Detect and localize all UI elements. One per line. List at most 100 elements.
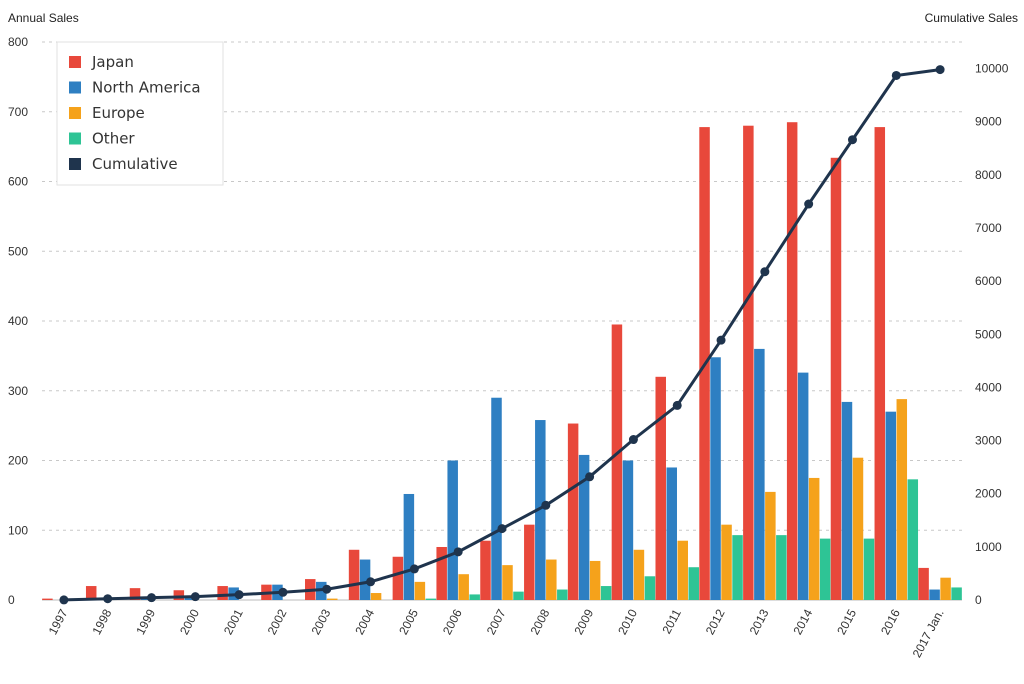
bar-japan-2008 xyxy=(524,524,535,600)
bar-other-2008 xyxy=(557,589,568,600)
point-cumulative-1998 xyxy=(103,594,113,604)
point-cumulative-2001 xyxy=(234,590,244,600)
bar-japan-2005 xyxy=(392,556,404,600)
cumulative-line-series xyxy=(59,65,945,605)
y-right-tick-label: 5000 xyxy=(975,327,1002,341)
point-cumulative-2003 xyxy=(322,584,332,594)
legend-label-cumulative: Cumulative xyxy=(92,155,178,173)
bar-europe-2004 xyxy=(370,593,382,600)
y-left-tick-label: 100 xyxy=(8,523,28,537)
bar-japan-1997 xyxy=(42,598,53,600)
bar-other-2016 xyxy=(907,479,919,600)
y-left-tick-label: 300 xyxy=(8,384,28,398)
y-right-tick-labels: 0 1000 2000 3000 4000 5000 6000 7000 8000 9000 100… xyxy=(975,62,1009,607)
bar-other-2009 xyxy=(600,586,612,600)
point-cumulative-2016 xyxy=(891,70,901,80)
bar-japan-2017-jan xyxy=(918,567,929,600)
x-tick-label: 2003 xyxy=(309,607,334,637)
point-cumulative-2010 xyxy=(628,435,638,445)
point-cumulative-1999 xyxy=(147,593,157,603)
x-tick-label: 2014 xyxy=(790,607,815,637)
bar-other-2017-jan xyxy=(951,587,962,600)
point-cumulative-2015 xyxy=(847,135,857,145)
bar-japan-2006 xyxy=(436,546,447,600)
legend-swatch-japan xyxy=(69,56,81,68)
x-tick-label: 2012 xyxy=(703,607,728,637)
y-right-tick-label: 0 xyxy=(975,593,982,607)
bar-japan-2015 xyxy=(830,157,842,600)
y-right-tick-label: 7000 xyxy=(975,221,1002,235)
bar-other-2013 xyxy=(776,535,787,600)
bar-europe-2011 xyxy=(677,540,688,600)
bar-japan-2001 xyxy=(217,586,228,600)
point-cumulative-1997 xyxy=(59,595,69,605)
x-tick-label: 2015 xyxy=(834,607,859,637)
bar-north-america-2009 xyxy=(578,454,590,600)
bar-europe-2015 xyxy=(852,457,864,600)
point-cumulative-2009 xyxy=(585,472,595,482)
y-left-tick-label: 600 xyxy=(8,175,28,189)
y-right-tick-label: 10000 xyxy=(975,62,1009,76)
bar-europe-2013 xyxy=(765,491,776,600)
bar-other-2014 xyxy=(819,538,831,600)
legend-swatch-north-america xyxy=(69,81,81,94)
x-tick-label: 2010 xyxy=(615,607,640,637)
legend-swatch-europe xyxy=(69,107,81,119)
x-tick-label: 2008 xyxy=(528,607,553,637)
y-right-tick-label: 3000 xyxy=(975,434,1002,448)
bar-europe-2007 xyxy=(502,565,513,600)
point-cumulative-2004 xyxy=(366,577,376,587)
bar-europe-2012 xyxy=(721,524,732,600)
bar-europe-2014 xyxy=(808,477,820,600)
bar-north-america-2016 xyxy=(885,411,897,600)
bar-north-america-2008 xyxy=(535,420,546,600)
bar-other-2015 xyxy=(863,538,875,600)
y-right-tick-label: 1000 xyxy=(975,540,1002,554)
bar-japan-2014 xyxy=(786,122,798,601)
bar-japan-2010 xyxy=(611,324,623,600)
bar-japan-2007 xyxy=(480,540,491,600)
x-tick-label: 2001 xyxy=(221,607,246,637)
bar-europe-2017-jan xyxy=(940,577,951,600)
legend-label-north-america: North America xyxy=(92,79,201,97)
bar-europe-2005 xyxy=(414,581,426,600)
y-left-tick-label: 0 xyxy=(8,593,15,607)
x-tick-label: 2002 xyxy=(265,607,290,637)
bar-other-2012 xyxy=(732,535,743,600)
x-tick-label: 2017 Jan. xyxy=(910,607,947,660)
bar-europe-2006 xyxy=(458,574,469,600)
bar-north-america-2010 xyxy=(622,460,634,600)
x-tick-label: 2013 xyxy=(747,607,772,637)
point-cumulative-2008 xyxy=(541,500,551,510)
bar-other-2011 xyxy=(688,567,699,600)
bar-europe-2003 xyxy=(327,598,338,600)
bar-north-america-2014 xyxy=(797,372,809,600)
y-right-tick-label: 9000 xyxy=(975,115,1002,129)
bar-japan-1999 xyxy=(129,588,141,600)
bar-north-america-2011 xyxy=(666,467,677,600)
point-cumulative-2005 xyxy=(409,564,419,574)
x-tick-label: 2009 xyxy=(571,607,596,637)
y-right-tick-label: 2000 xyxy=(975,487,1002,501)
bar-north-america-2013 xyxy=(754,348,765,600)
y-left-tick-label: 500 xyxy=(8,244,28,258)
legend-label-europe: Europe xyxy=(92,104,145,122)
bar-north-america-2012 xyxy=(710,357,721,600)
bar-other-2010 xyxy=(644,576,656,600)
bar-japan-2016 xyxy=(874,127,886,600)
legend: Japan North America Europe Other Cumulative xyxy=(56,41,224,186)
legend-swatch-other xyxy=(69,132,81,145)
point-cumulative-2002 xyxy=(278,587,288,597)
y-left-tick-labels: 0 100 200 300 400 500 600 700 800 xyxy=(8,35,28,607)
y-left-tick-label: 800 xyxy=(8,35,28,49)
legend-swatch-cumulative xyxy=(69,158,81,170)
x-tick-label: 2016 xyxy=(878,607,903,637)
bar-europe-2010 xyxy=(633,549,645,600)
x-tick-label: 2007 xyxy=(484,607,509,637)
y-right-axis-title: Cumulative Sales xyxy=(925,11,1018,25)
y-left-axis-title: Annual Sales xyxy=(8,11,79,25)
point-cumulative-2012 xyxy=(716,335,726,345)
x-tick-label: 1997 xyxy=(46,607,71,637)
x-tick-label: 2006 xyxy=(440,607,465,637)
point-cumulative-2007 xyxy=(497,524,507,534)
